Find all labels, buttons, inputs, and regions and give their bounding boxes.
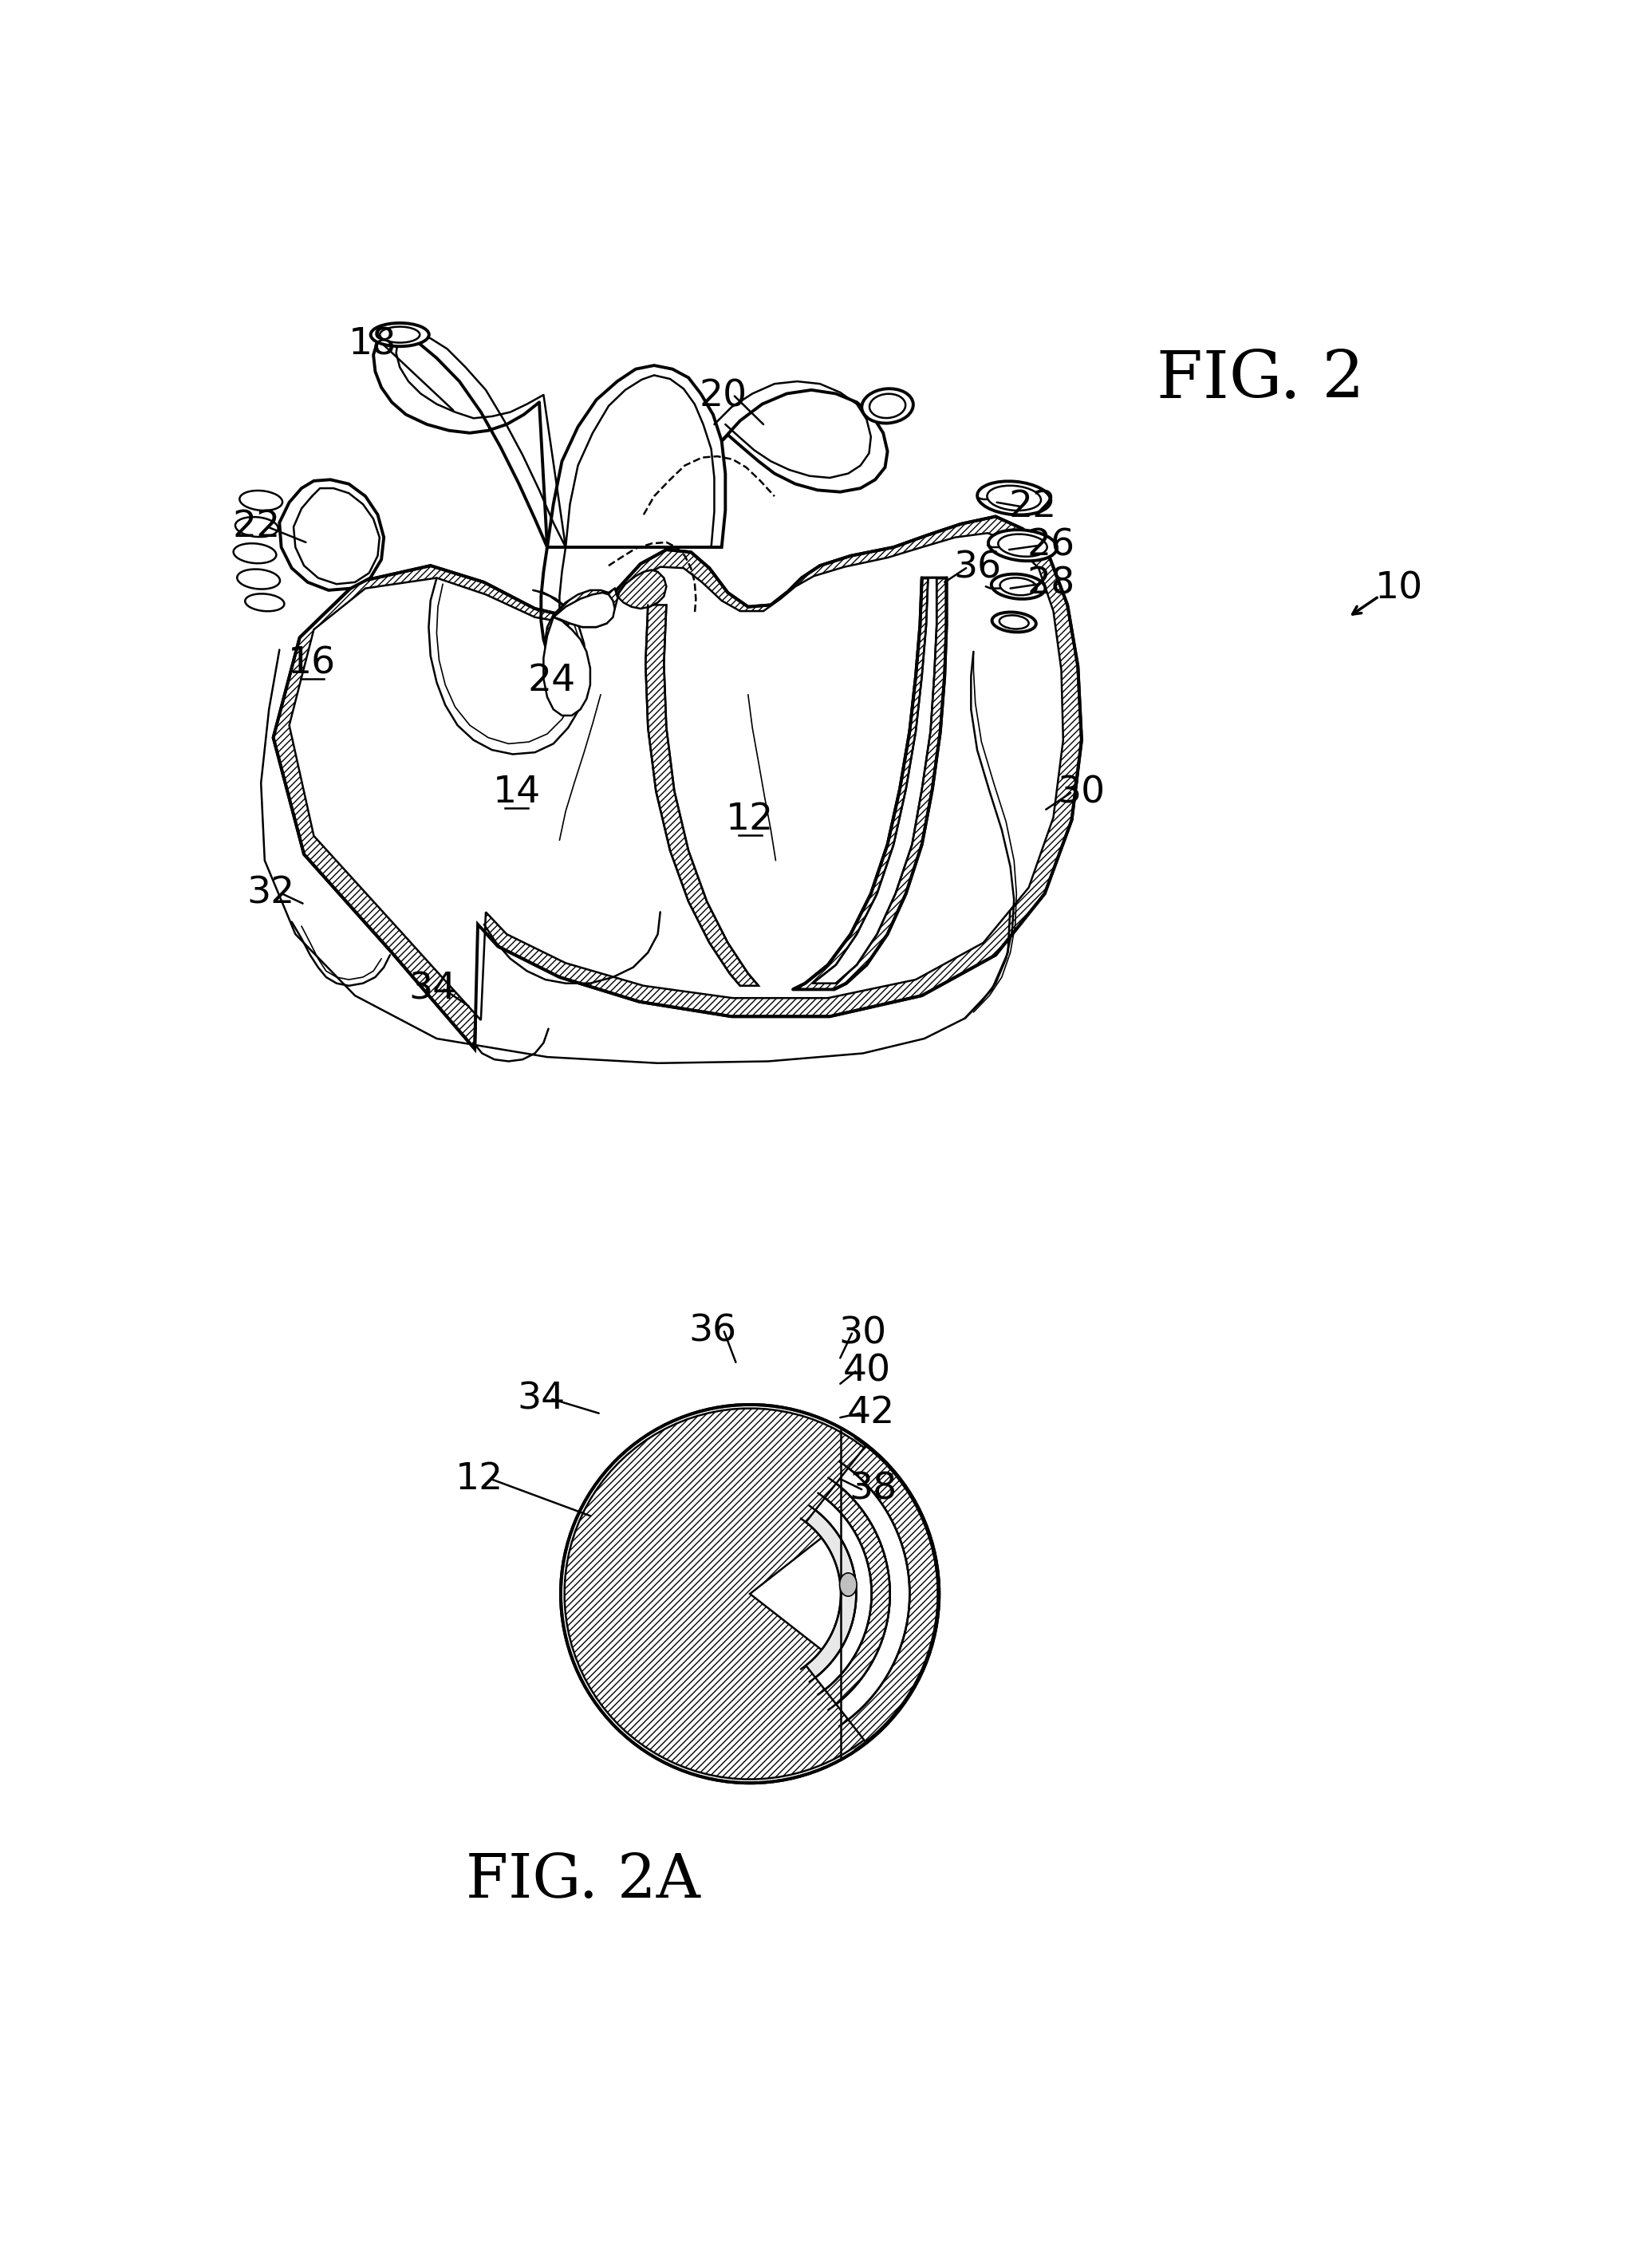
- Ellipse shape: [869, 394, 905, 417]
- Ellipse shape: [238, 569, 279, 589]
- Text: FIG. 2: FIG. 2: [1156, 347, 1365, 410]
- Text: 42: 42: [847, 1394, 895, 1430]
- Text: 14: 14: [492, 775, 540, 812]
- Text: 34: 34: [410, 973, 458, 1007]
- Ellipse shape: [988, 530, 1057, 560]
- Ellipse shape: [978, 481, 1051, 515]
- Polygon shape: [279, 481, 383, 589]
- Text: 18: 18: [349, 326, 396, 363]
- Polygon shape: [547, 365, 725, 546]
- Ellipse shape: [999, 578, 1037, 596]
- Polygon shape: [545, 569, 666, 651]
- Polygon shape: [836, 1469, 910, 1721]
- Text: 10: 10: [1374, 571, 1422, 605]
- Ellipse shape: [233, 544, 276, 562]
- Text: 16: 16: [287, 646, 335, 682]
- Polygon shape: [816, 1498, 872, 1689]
- Polygon shape: [722, 390, 887, 492]
- Ellipse shape: [991, 612, 1036, 632]
- Polygon shape: [565, 1408, 895, 1780]
- Polygon shape: [273, 517, 1082, 1050]
- Ellipse shape: [380, 326, 420, 342]
- Ellipse shape: [991, 574, 1046, 598]
- Ellipse shape: [244, 594, 284, 612]
- Text: 36: 36: [953, 551, 1001, 587]
- Text: 30: 30: [839, 1315, 887, 1351]
- Polygon shape: [806, 1510, 856, 1678]
- Polygon shape: [289, 533, 1064, 1020]
- Text: 22: 22: [233, 510, 281, 544]
- Text: 34: 34: [517, 1381, 565, 1417]
- Text: 30: 30: [1057, 775, 1105, 812]
- Text: 12: 12: [725, 803, 773, 839]
- Polygon shape: [824, 1483, 890, 1705]
- Polygon shape: [813, 578, 937, 984]
- Ellipse shape: [839, 1573, 857, 1596]
- Polygon shape: [847, 1446, 938, 1741]
- Ellipse shape: [988, 485, 1041, 510]
- Circle shape: [560, 1406, 938, 1784]
- Text: 40: 40: [843, 1353, 890, 1390]
- Text: 22: 22: [1008, 490, 1057, 524]
- Text: 26: 26: [1028, 528, 1075, 562]
- Text: 20: 20: [699, 379, 747, 415]
- Polygon shape: [544, 617, 590, 716]
- Text: 32: 32: [246, 875, 294, 911]
- Text: 36: 36: [689, 1313, 737, 1349]
- Text: 12: 12: [456, 1460, 504, 1496]
- Text: 24: 24: [527, 662, 575, 698]
- Polygon shape: [553, 592, 615, 628]
- Ellipse shape: [240, 490, 282, 510]
- Ellipse shape: [862, 388, 914, 424]
- Text: 38: 38: [849, 1471, 897, 1508]
- Ellipse shape: [999, 614, 1029, 628]
- Ellipse shape: [370, 322, 430, 347]
- Text: FIG. 2A: FIG. 2A: [466, 1852, 700, 1911]
- Ellipse shape: [998, 535, 1047, 558]
- Polygon shape: [646, 605, 758, 986]
- Ellipse shape: [235, 517, 278, 537]
- Text: 28: 28: [1028, 567, 1075, 603]
- Polygon shape: [793, 578, 947, 988]
